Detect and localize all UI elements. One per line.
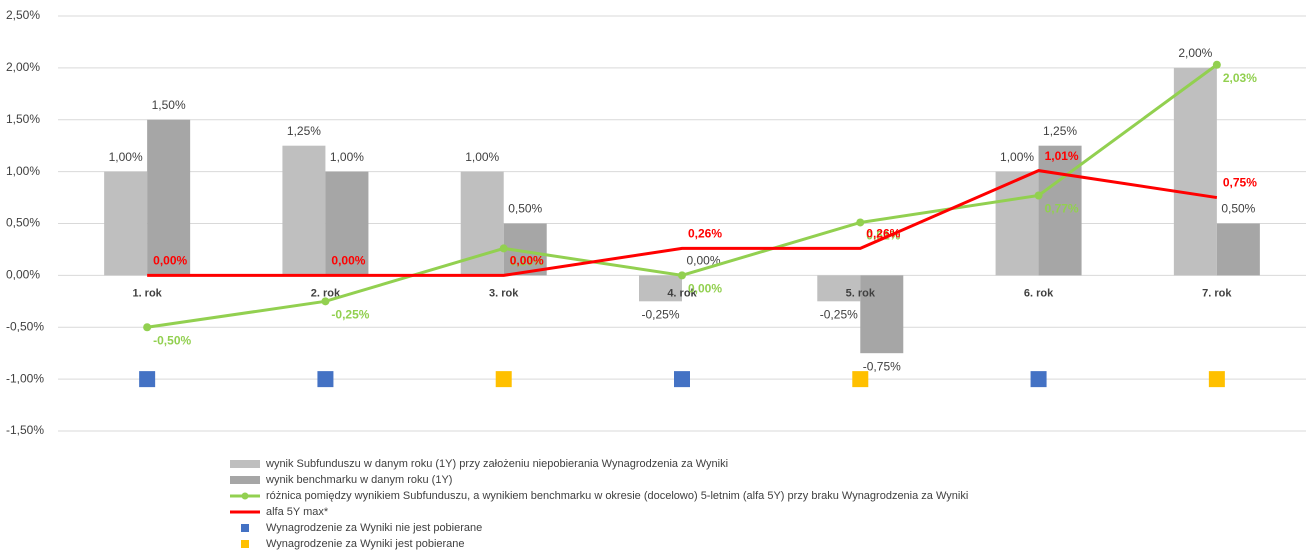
bar bbox=[995, 171, 1039, 276]
bar bbox=[325, 171, 369, 276]
data-label: 0,51% bbox=[866, 229, 900, 243]
point bbox=[856, 218, 865, 227]
data-label: 0,26% bbox=[510, 255, 544, 269]
x-tick-label: 4. rok bbox=[667, 287, 697, 299]
legend-label: wynik benchmarku w danym roku (1Y) bbox=[265, 474, 452, 486]
data-label: 0,50% bbox=[1221, 202, 1255, 216]
line bbox=[147, 169, 1218, 277]
status-marker bbox=[1030, 371, 1047, 388]
x-tick-label: 2. rok bbox=[311, 287, 341, 299]
legend-swatch bbox=[241, 492, 249, 500]
bar bbox=[1216, 223, 1260, 276]
x-tick-label: 7. rok bbox=[1202, 287, 1232, 299]
y-tick-label: 1,00% bbox=[6, 164, 40, 178]
legend-swatch bbox=[241, 524, 249, 532]
data-label: -0,75% bbox=[863, 359, 901, 373]
y-tick-label: 0,50% bbox=[6, 216, 40, 230]
legend-label: alfa 5Y max* bbox=[266, 506, 329, 518]
data-label: 1,00% bbox=[330, 150, 364, 164]
data-label: 0,00% bbox=[331, 254, 365, 268]
bar bbox=[282, 145, 326, 276]
y-tick-label: -1,50% bbox=[6, 423, 44, 437]
data-label: 0,26% bbox=[866, 227, 900, 241]
data-label: 1,25% bbox=[1043, 124, 1077, 138]
point bbox=[143, 323, 152, 332]
data-label: 2,00% bbox=[1178, 46, 1212, 60]
data-label: 1,50% bbox=[152, 98, 186, 112]
bar bbox=[104, 171, 148, 276]
legend-label: różnica pomiędzy wynikiem Subfunduszu, a… bbox=[266, 490, 968, 502]
data-label: 2,03% bbox=[1223, 71, 1257, 85]
status-marker bbox=[674, 371, 690, 388]
data-label: 0,00% bbox=[686, 254, 720, 268]
bar bbox=[639, 275, 682, 302]
bar bbox=[860, 275, 904, 354]
data-label: 0,00% bbox=[153, 254, 187, 268]
bar bbox=[1173, 67, 1217, 276]
legend-swatch bbox=[230, 476, 260, 484]
data-label: 1,00% bbox=[465, 150, 499, 164]
status-marker bbox=[317, 371, 334, 388]
data-label: 0,75% bbox=[1223, 176, 1257, 190]
status-marker bbox=[495, 371, 512, 388]
data-label: 0,26% bbox=[688, 227, 722, 241]
y-tick-label: 0,00% bbox=[6, 268, 40, 282]
data-label: 0,50% bbox=[508, 202, 542, 216]
y-tick-label: -1,00% bbox=[6, 371, 44, 385]
bar bbox=[817, 275, 861, 302]
point bbox=[321, 297, 330, 306]
y-tick-label: 2,00% bbox=[6, 60, 40, 74]
bar bbox=[147, 119, 191, 276]
data-label: 1,25% bbox=[287, 124, 321, 138]
data-label: 0,00% bbox=[688, 282, 722, 296]
data-label: 1,00% bbox=[109, 150, 143, 164]
data-label: -0,50% bbox=[153, 333, 191, 347]
data-label: 1,01% bbox=[1045, 149, 1079, 163]
data-label: -0,25% bbox=[331, 307, 369, 321]
status-marker bbox=[139, 371, 156, 388]
x-tick-label: 3. rok bbox=[489, 287, 519, 299]
bar bbox=[1038, 145, 1082, 276]
data-label: 0,77% bbox=[1045, 202, 1079, 216]
legend-label: Wynagrodzenie za Wyniki jest pobierane bbox=[266, 538, 465, 550]
data-label: 0,00% bbox=[510, 254, 544, 268]
data-label: 1,00% bbox=[1000, 150, 1034, 164]
data-label: -0,25% bbox=[641, 307, 679, 321]
legend-label: wynik Subfunduszu w danym roku (1Y) przy… bbox=[265, 458, 728, 470]
status-marker bbox=[1208, 371, 1225, 388]
y-tick-label: 2,50% bbox=[6, 8, 40, 22]
y-tick-label: 1,50% bbox=[6, 112, 40, 126]
x-tick-label: 1. rok bbox=[132, 287, 162, 299]
point bbox=[1034, 191, 1043, 200]
y-tick-label: -0,50% bbox=[6, 319, 44, 333]
point bbox=[1212, 60, 1221, 69]
data-label: -0,25% bbox=[820, 307, 858, 321]
legend-swatch bbox=[230, 460, 260, 468]
x-tick-label: 5. rok bbox=[846, 287, 876, 299]
status-marker bbox=[852, 371, 869, 388]
point bbox=[499, 244, 508, 253]
legend-label: Wynagrodzenie za Wyniki nie jest pobiera… bbox=[266, 522, 482, 534]
legend-swatch bbox=[241, 540, 249, 548]
point bbox=[678, 271, 686, 280]
x-tick-label: 6. rok bbox=[1024, 287, 1054, 299]
